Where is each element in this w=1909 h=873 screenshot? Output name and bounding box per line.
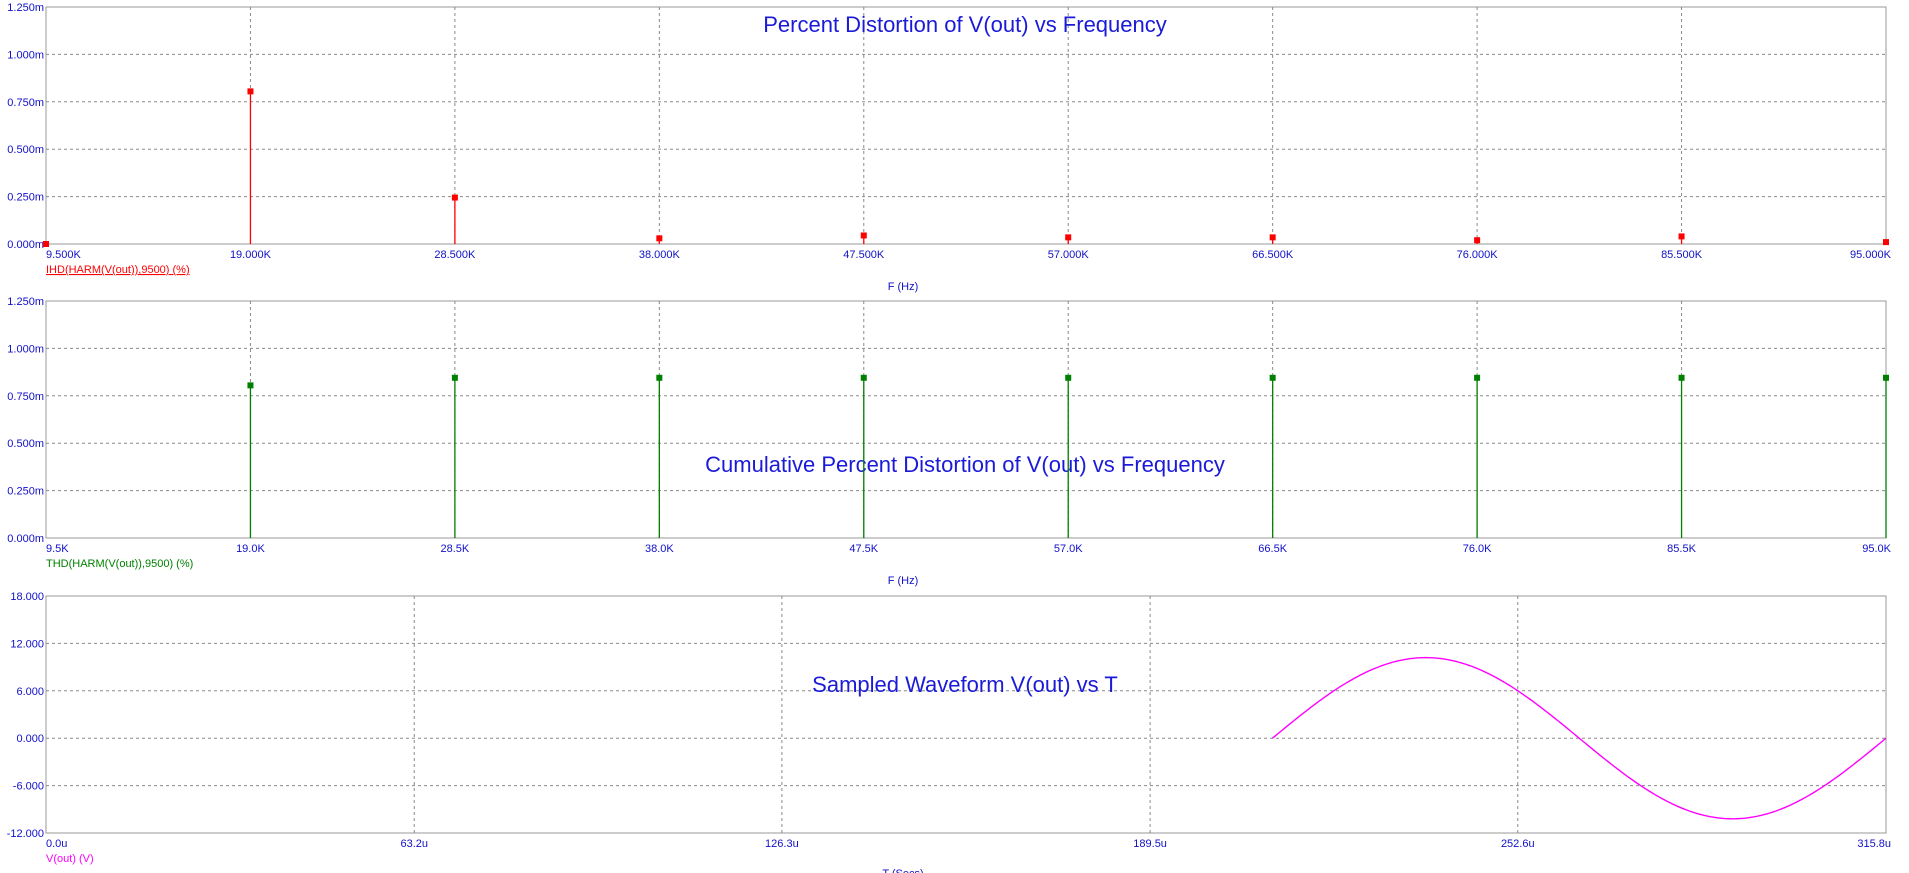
x-tick-label: 38.0K	[645, 543, 674, 555]
x-tick-label: 189.5u	[1133, 838, 1167, 850]
chart-title: Cumulative Percent Distortion of V(out) …	[705, 452, 1225, 477]
y-tick-label: 0.000	[16, 733, 44, 745]
y-tick-label: -12.000	[7, 828, 44, 840]
x-tick-label: 315.8u	[1857, 838, 1891, 850]
data-point-marker	[1678, 374, 1685, 381]
x-tick-label: 95.000K	[1850, 249, 1892, 261]
chart-panel-2: 0.000m 0.250m 0.500m 0.750m 1.000m 1.250m 9.5K…	[7, 296, 1891, 587]
series-label: IHD(HARM(V(out)),9500) (%)	[46, 264, 190, 276]
x-tick-label: 85.5K	[1667, 543, 1696, 555]
data-point-marker	[247, 88, 254, 95]
x-tick-label: 57.000K	[1048, 249, 1090, 261]
x-tick-label: 66.5K	[1258, 543, 1287, 555]
data-point-marker	[860, 232, 867, 239]
data-point-marker	[451, 194, 458, 201]
data-point-marker	[247, 382, 254, 389]
series-line	[1272, 656, 1887, 820]
x-tick-label: 19.000K	[230, 249, 272, 261]
x-tick-label: 57.0K	[1054, 543, 1083, 555]
chart-panel-3: -12.000 -6.000 0.000 6.000 12.000 18.000 0.0u 6…	[7, 591, 1891, 873]
y-tick-label: 0.250m	[7, 486, 44, 498]
x-tick-label: 38.000K	[639, 249, 681, 261]
data-point-marker	[1474, 374, 1481, 381]
data-point-marker	[1883, 374, 1889, 381]
x-tick-label: 63.2u	[400, 838, 428, 850]
x-axis-label: T (Secs)	[882, 868, 923, 873]
y-tick-label: 0.000m	[7, 239, 44, 251]
x-tick-label: 85.500K	[1661, 249, 1703, 261]
data-point-marker	[1065, 234, 1072, 241]
x-tick-label: 76.0K	[1463, 543, 1492, 555]
x-axis-label: F (Hz)	[888, 281, 919, 293]
y-tick-label: 0.750m	[7, 391, 44, 403]
y-tick-label: 0.250m	[7, 192, 44, 204]
series-label: V(out) (V)	[46, 853, 94, 865]
x-tick-label: 95.0K	[1862, 543, 1891, 555]
data-point-marker	[1883, 239, 1889, 246]
x-tick-label: 47.500K	[843, 249, 885, 261]
y-tick-label: 0.500m	[7, 438, 44, 450]
x-tick-label: 126.3u	[765, 838, 799, 850]
data-point-marker	[656, 374, 663, 381]
y-tick-label: 6.000	[16, 686, 44, 698]
y-tick-label: 1.250m	[7, 296, 44, 308]
data-point-marker	[1678, 233, 1685, 240]
x-tick-label: 28.500K	[434, 249, 476, 261]
x-tick-label: 252.6u	[1501, 838, 1535, 850]
x-tick-label: 9.5K	[46, 543, 69, 555]
y-tick-label: 1.000m	[7, 49, 44, 61]
x-tick-label: 28.5K	[441, 543, 470, 555]
y-tick-label: 1.000m	[7, 343, 44, 355]
plot-frame	[45, 595, 1887, 834]
y-tick-label: -6.000	[13, 781, 44, 793]
data-point-marker	[1269, 234, 1276, 241]
chart-panel-1: 0.000m 0.250m 0.500m 0.750m 1.000m 1.250m 9.50…	[7, 2, 1891, 293]
data-point-marker	[1474, 237, 1481, 244]
plot-frame	[45, 6, 1887, 245]
data-point-marker	[656, 235, 663, 242]
data-point-marker	[1269, 374, 1276, 381]
data-point-marker	[1065, 374, 1072, 381]
chart-title: Sampled Waveform V(out) vs T	[812, 672, 1118, 697]
data-point-marker	[860, 374, 867, 381]
x-tick-label: 0.0u	[46, 838, 67, 850]
chart-title: Percent Distortion of V(out) vs Frequenc…	[763, 12, 1167, 37]
y-tick-label: 0.000m	[7, 533, 44, 545]
x-tick-label: 9.500K	[46, 249, 82, 261]
y-tick-label: 0.500m	[7, 144, 44, 156]
data-point-marker	[43, 241, 49, 247]
x-tick-label: 76.000K	[1457, 249, 1499, 261]
x-tick-label: 47.5K	[849, 543, 878, 555]
x-tick-label: 66.500K	[1252, 249, 1294, 261]
y-tick-label: 1.250m	[7, 2, 44, 14]
x-axis-label: F (Hz)	[888, 575, 919, 587]
plot-frame	[45, 300, 1887, 539]
series-label: THD(HARM(V(out)),9500) (%)	[46, 558, 193, 570]
y-tick-label: 0.750m	[7, 97, 44, 109]
x-tick-label: 19.0K	[236, 543, 265, 555]
y-tick-label: 18.000	[10, 591, 44, 603]
y-tick-label: 12.000	[10, 638, 44, 650]
data-point-marker	[451, 374, 458, 381]
